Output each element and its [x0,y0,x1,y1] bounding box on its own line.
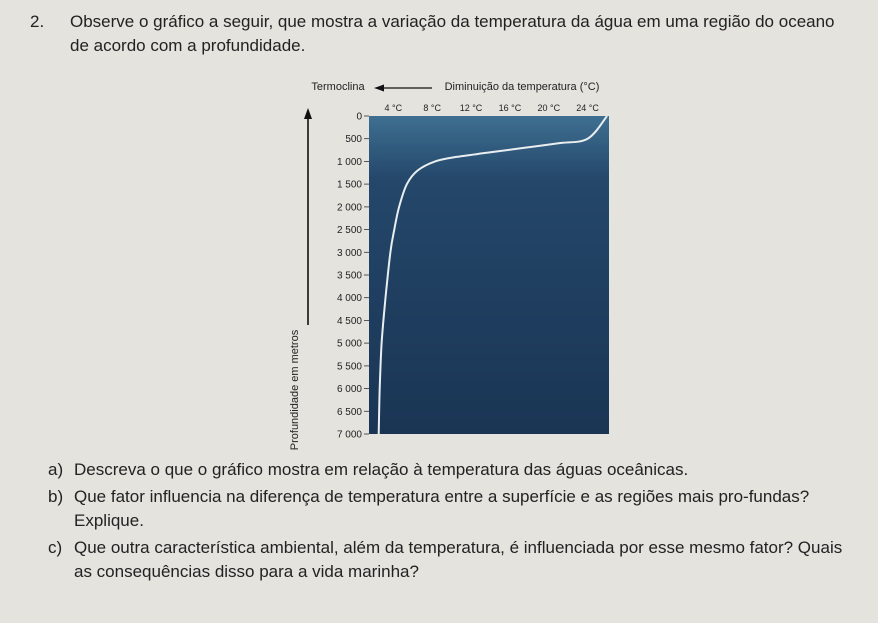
question-number: 2. [30,12,45,31]
x-tick-label: 12 °C [460,103,483,113]
temperature-curve [377,115,608,435]
chart-panel [369,116,609,434]
y-tick-label: 2 500 [337,225,362,236]
item-label: a) [48,460,64,479]
x-tick-label: 24 °C [576,103,599,113]
y-tick-label: 3 000 [337,248,362,259]
y-tick-label: 5 000 [337,339,362,350]
y-tick-label: 6 500 [337,407,362,418]
y-tick-label: 500 [345,134,362,145]
y-tick-label: 1 500 [337,180,362,191]
item-label: c) [48,537,63,557]
x-tick-label: 4 °C [384,103,402,113]
item-c: c) Que outra característica ambiental, a… [48,536,858,585]
question-text: Observe o gráfico a seguir, que mostra a… [70,12,835,55]
item-text: Descreva o que o gráfico mostra em relaç… [74,460,689,479]
question-header: 2. Observe o gráfico a seguir, que mostr… [30,10,850,58]
item-label: b) [48,486,64,506]
y-tick-label: 1 000 [337,157,362,168]
x-tick-label: 20 °C [537,103,560,113]
y-tick-label: 0 [356,112,362,123]
chart-title-left: Termoclina [311,81,365,93]
x-tick-label: 8 °C [423,103,441,113]
y-tick-label: 5 500 [337,361,362,372]
arrow-head-icon [374,84,384,92]
item-a: a) Descreva o que o gráfico mostra em re… [48,458,858,483]
y-tick-label: 7 000 [337,430,362,441]
y-tick-label: 4 000 [337,293,362,304]
y-tick-label: 3 500 [337,271,362,282]
y-tick-label: 6 000 [337,384,362,395]
y-tick-label: 4 500 [337,316,362,327]
item-b: b) Que fator influencia na diferença de … [48,485,858,534]
item-text: Que outra característica ambiental, além… [74,537,843,582]
y-tick-label: 2 000 [337,202,362,213]
depth-arrow-head-icon [304,108,312,119]
item-text: Que fator influencia na diferença de tem… [74,486,810,531]
x-tick-label: 16 °C [499,103,522,113]
question-items: a) Descreva o que o gráfico mostra em re… [48,458,858,587]
y-axis-label: Profundidade em metros [289,329,301,450]
chart-title-right: Diminuição da temperatura (°C) [445,81,600,93]
